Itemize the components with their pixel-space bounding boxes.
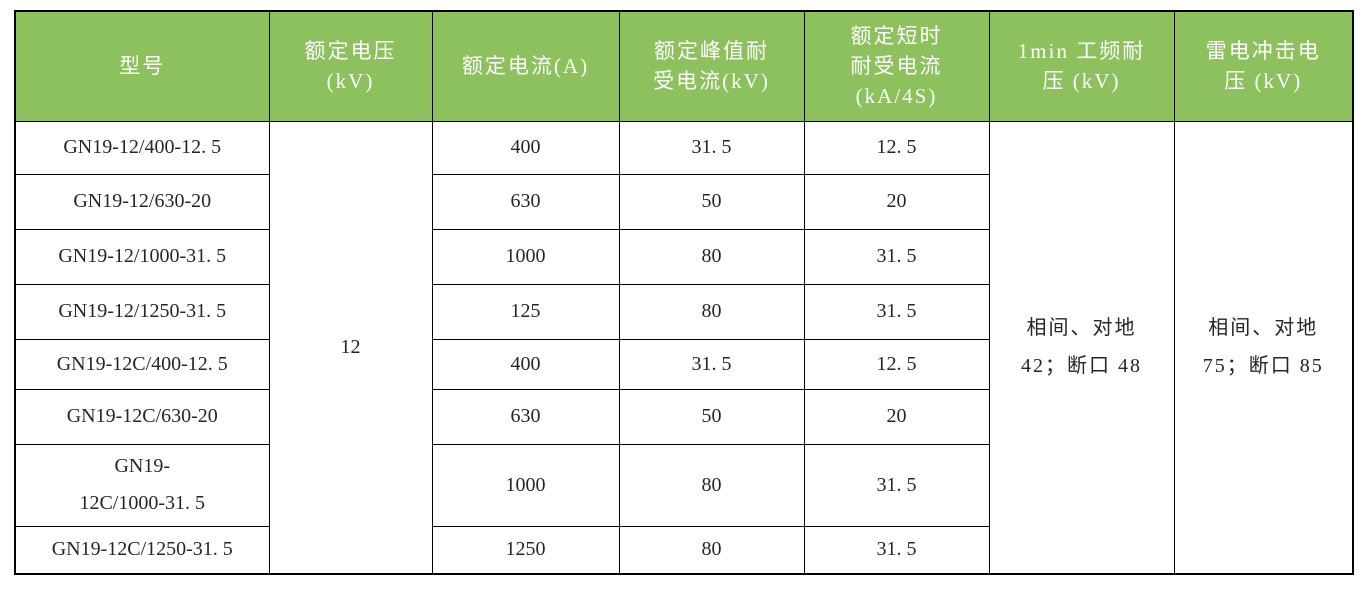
merged-line: 75；断口 85 — [1202, 355, 1324, 378]
model-text: GN19-12/400-12. 5 — [63, 136, 222, 158]
header-line: 额定电流(A) — [461, 54, 590, 79]
model-cell: GN19-12C/1250-31. 5 — [14, 525, 270, 575]
table-row: GN19-12/400-12. 5 12 400 31. 5 12. 5 相间、… — [14, 120, 1354, 575]
model-text: 12C/1000-31. 5 — [79, 492, 206, 514]
short-time-withstand-cell: 31. 5 — [803, 443, 990, 527]
table-row: GN19- 12C/1000-31. 5 1000 80 31. 5 — [14, 443, 1353, 527]
rated-current-cell: 125 — [431, 283, 620, 340]
rated-current-cell: 1000 — [431, 228, 620, 285]
header-rated-current: 额定电流(A) — [431, 10, 620, 122]
peak-withstand-cell: 31. 5 — [618, 338, 805, 390]
short-time-withstand-cell: 20 — [803, 388, 990, 445]
rated-current-cell: 1250 — [431, 525, 620, 575]
model-cell: GN19-12/400-12. 5 — [14, 120, 270, 175]
header-power-frequency: 1min 工频耐 压 (kV) — [988, 10, 1175, 122]
header-line: 雷电冲击电 — [1205, 39, 1321, 64]
header-line: 压 (kV) — [1224, 69, 1303, 94]
model-text: GN19-12C/400-12. 5 — [56, 352, 228, 375]
header-line: 型号 — [119, 54, 166, 79]
header-line: 1min 工频耐 — [1017, 39, 1146, 64]
peak-withstand-cell: 80 — [618, 283, 805, 340]
model-cell: GN19-12C/630-20 — [14, 388, 270, 445]
table-row: GN19-12/1000-31. 5 1000 80 31. 5 — [14, 228, 1353, 285]
header-rated-voltage: 额定电压 (kV) — [268, 10, 433, 122]
power-frequency-merged-cell: 相间、对地 42；断口 48 — [988, 120, 1175, 575]
short-time-withstand-cell: 31. 5 — [803, 525, 990, 575]
model-cell: GN19-12/630-20 — [14, 173, 270, 230]
header-line: (kV) — [326, 69, 375, 94]
rated-current-cell: 400 — [431, 120, 620, 175]
header-line: 耐受电流 — [850, 54, 943, 79]
model-text: GN19-12/630-20 — [73, 190, 212, 212]
merged-line: 相间、对地 — [1208, 317, 1319, 340]
header-peak-withstand: 额定峰值耐 受电流(kV) — [618, 10, 805, 122]
peak-withstand-cell: 50 — [618, 173, 805, 230]
peak-withstand-cell: 80 — [618, 525, 805, 575]
header-lightning-impulse: 雷电冲击电 压 (kV) — [1173, 10, 1354, 122]
model-cell: GN19- 12C/1000-31. 5 — [14, 443, 270, 527]
peak-withstand-cell: 31. 5 — [618, 120, 805, 175]
rated-current-cell: 400 — [431, 338, 620, 390]
peak-withstand-cell: 80 — [618, 228, 805, 285]
header-row: 型号 额定电压 (kV) 额定电流(A) 额定峰值耐 受电流(kV) 额定短时 … — [14, 10, 1354, 122]
short-time-withstand-cell: 31. 5 — [803, 283, 990, 340]
peak-withstand-cell: 80 — [618, 443, 805, 527]
header-model: 型号 — [14, 10, 270, 122]
header-line: 受电流(kV) — [653, 69, 770, 94]
table-row: GN19-12C/630-20 630 50 20 — [14, 388, 1353, 445]
lightning-impulse-merged-cell: 相间、对地 75；断口 85 — [1173, 120, 1354, 575]
table-row: GN19-12C/400-12. 5 400 31. 5 12. 5 — [14, 338, 1353, 390]
spec-table: 型号 额定电压 (kV) 额定电流(A) 额定峰值耐 受电流(kV) 额定短时 … — [14, 10, 1354, 575]
header-line: 压 (kV) — [1042, 69, 1121, 94]
short-time-withstand-cell: 31. 5 — [803, 228, 990, 285]
model-text: GN19- — [114, 455, 171, 477]
model-text: GN19-12C/630-20 — [66, 405, 218, 427]
header-line: 额定电压 — [304, 39, 397, 64]
table-row: GN19-12/630-20 630 50 20 — [14, 173, 1353, 230]
model-text: GN19-12C/1250-31. 5 — [51, 538, 233, 561]
table-row: GN19-12C/1250-31. 5 1250 80 31. 5 — [14, 525, 1353, 575]
model-cell: GN19-12/1250-31. 5 — [14, 283, 270, 340]
merged-line: 42；断口 48 — [1021, 355, 1142, 378]
rated-current-cell: 630 — [431, 388, 620, 445]
short-time-withstand-cell: 20 — [803, 173, 990, 230]
peak-withstand-cell: 50 — [618, 388, 805, 445]
short-time-withstand-cell: 12. 5 — [803, 120, 990, 175]
rated-current-cell: 630 — [431, 173, 620, 230]
header-line: 额定峰值耐 — [654, 39, 769, 64]
rated-voltage-merged-cell: 12 — [268, 120, 433, 575]
short-time-withstand-cell: 12. 5 — [803, 338, 990, 390]
model-cell: GN19-12/1000-31. 5 — [14, 228, 270, 285]
table-row: GN19-12/1250-31. 5 125 80 31. 5 — [14, 283, 1353, 340]
model-text: GN19-12/1000-31. 5 — [58, 245, 227, 267]
header-line: 额定短时 — [850, 24, 943, 49]
model-cell: GN19-12C/400-12. 5 — [14, 338, 270, 390]
model-text: GN19-12/1250-31. 5 — [58, 300, 227, 322]
header-line: (kA/4S) — [855, 84, 938, 109]
header-short-time-withstand: 额定短时 耐受电流 (kA/4S) — [803, 10, 990, 122]
merged-line: 相间、对地 — [1026, 317, 1137, 340]
rated-current-cell: 1000 — [431, 443, 620, 527]
